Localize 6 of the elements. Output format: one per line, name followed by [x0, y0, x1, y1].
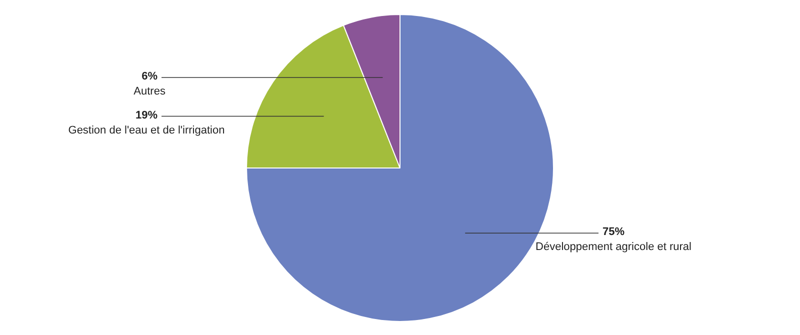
- slice-label: Développement agricole et rural: [536, 241, 692, 254]
- slice-label: Gestion de l'eau et de l'irrigation: [68, 124, 225, 136]
- slice-label: Autres: [134, 86, 166, 98]
- data-label: 75%: [602, 226, 625, 238]
- data-label: 19%: [135, 109, 158, 122]
- data-label: 6%: [142, 70, 158, 83]
